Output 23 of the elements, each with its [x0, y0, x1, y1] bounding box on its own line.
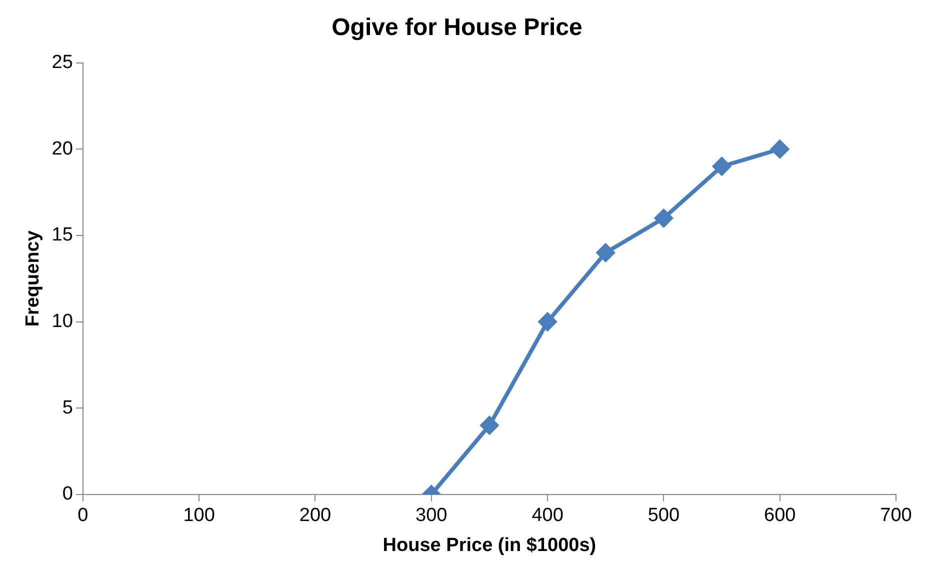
y-tick-label: 20 — [52, 138, 73, 160]
x-axis-title: House Price (in $1000s) — [382, 534, 596, 556]
y-axis-title: Frequency — [22, 230, 44, 327]
point — [480, 416, 498, 434]
x-tick-label: 600 — [764, 505, 796, 526]
chart-title: Ogive for House Price — [332, 14, 582, 42]
point — [654, 209, 673, 228]
point — [770, 140, 789, 158]
x-tick-label: 700 — [880, 505, 912, 526]
x-tick-label: 0 — [78, 505, 88, 526]
point — [538, 312, 557, 331]
x-tick-label: 200 — [299, 505, 332, 526]
point — [712, 157, 731, 176]
y-tick-label: 25 — [52, 52, 73, 74]
y-tick-label: 15 — [52, 224, 73, 246]
point — [596, 244, 615, 262]
y-tick-label: 10 — [52, 310, 73, 332]
y-tick-label: 0 — [62, 484, 73, 505]
y-tick-label: 5 — [62, 397, 73, 418]
x-tick-label: 400 — [532, 505, 564, 526]
x-tick-label: 500 — [648, 505, 680, 526]
x-tick-label: 100 — [183, 505, 215, 526]
x-tick-label: 300 — [416, 505, 448, 526]
